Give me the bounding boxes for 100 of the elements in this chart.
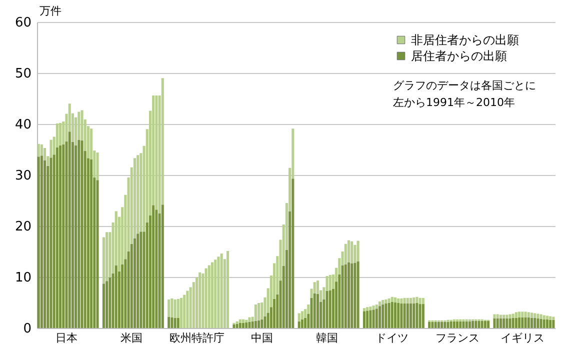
- bar: [480, 320, 484, 328]
- bar: [394, 302, 397, 328]
- bar: [40, 156, 43, 328]
- bar: [273, 298, 276, 328]
- bar: [248, 317, 251, 322]
- y-axis-title: 万件: [40, 4, 62, 18]
- bar: [356, 261, 360, 328]
- bar: [437, 322, 440, 328]
- bar: [459, 321, 462, 328]
- bar: [440, 322, 444, 328]
- bar: [350, 263, 354, 328]
- bar: [226, 250, 230, 328]
- bar: [452, 321, 456, 328]
- bar: [136, 155, 140, 234]
- bar: [102, 284, 105, 328]
- bar: [245, 322, 248, 328]
- bar: [518, 317, 521, 328]
- bar: [62, 144, 65, 328]
- bar: [152, 205, 155, 328]
- bar: [161, 204, 164, 328]
- bar: [40, 144, 43, 156]
- bar: [168, 299, 170, 317]
- bar: [521, 317, 524, 328]
- bar: [428, 322, 431, 328]
- bar: [362, 311, 366, 328]
- bar: [506, 314, 508, 318]
- bar: [254, 304, 257, 321]
- y-tick-label: 0: [23, 322, 32, 336]
- bar: [456, 321, 459, 328]
- bar: [484, 320, 486, 328]
- bar: [450, 321, 452, 328]
- bar: [406, 304, 409, 328]
- bar: [524, 312, 527, 318]
- bar: [536, 314, 540, 318]
- legend-label: 非居住者からの出願: [411, 33, 519, 47]
- bar: [394, 297, 397, 302]
- bar: [220, 254, 223, 328]
- bar: [350, 241, 354, 264]
- y-tick-label: 30: [14, 168, 32, 184]
- bar: [136, 234, 140, 328]
- bar: [174, 299, 176, 318]
- bar: [344, 264, 347, 328]
- bar: [431, 322, 434, 328]
- bar: [304, 318, 307, 328]
- bar: [406, 298, 409, 304]
- bar: [292, 178, 294, 328]
- legend-label: 居住者からの出願: [411, 49, 507, 63]
- bar: [366, 310, 369, 328]
- x-tick-label: イギリス: [500, 332, 544, 344]
- bar: [59, 145, 62, 328]
- bar: [170, 317, 174, 328]
- bar: [378, 301, 382, 306]
- bar: [390, 302, 394, 328]
- bar: [298, 321, 300, 328]
- bar: [403, 304, 406, 328]
- bar: [472, 320, 474, 328]
- bar: [546, 319, 548, 328]
- bar: [388, 303, 390, 328]
- bar: [354, 244, 356, 263]
- bar: [372, 306, 375, 310]
- bar: [403, 298, 406, 304]
- bar: [375, 304, 378, 309]
- bar: [534, 318, 536, 328]
- bar: [552, 320, 555, 328]
- bar: [493, 318, 496, 328]
- bar: [214, 260, 217, 328]
- bar: [446, 322, 450, 328]
- bar: [512, 314, 514, 318]
- bar: [478, 320, 480, 328]
- bar: [422, 298, 424, 304]
- bar: [114, 265, 118, 328]
- bar: [186, 290, 189, 328]
- bar: [409, 298, 412, 304]
- bar: [366, 307, 369, 311]
- bar: [444, 322, 446, 328]
- bar: [183, 294, 186, 328]
- bar: [354, 262, 356, 328]
- bar: [527, 317, 530, 328]
- bar: [400, 298, 403, 304]
- bar: [496, 314, 499, 318]
- bar: [434, 322, 437, 328]
- x-tick-label: 韓国: [316, 332, 338, 344]
- bar: [90, 159, 93, 328]
- bar: [549, 320, 552, 328]
- bar: [37, 156, 40, 328]
- bar: [397, 298, 400, 304]
- bar: [50, 158, 52, 328]
- bar: [384, 299, 388, 304]
- bar: [264, 316, 266, 328]
- bar: [170, 298, 174, 318]
- bar: [369, 310, 372, 328]
- bar: [530, 318, 533, 328]
- y-tick-label: 50: [14, 66, 32, 82]
- bar: [347, 262, 350, 328]
- bar: [198, 272, 202, 328]
- bar: [388, 298, 390, 304]
- bar: [300, 319, 304, 328]
- annotation: グラフのデータは各国ごとに: [393, 79, 536, 92]
- bar: [514, 318, 518, 328]
- bar: [326, 290, 328, 328]
